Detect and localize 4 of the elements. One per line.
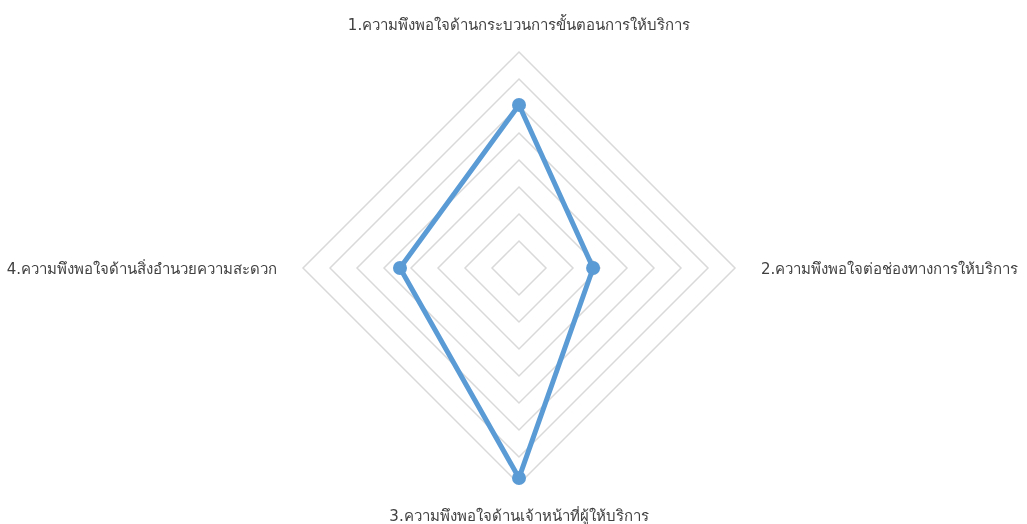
spoke-label: 2.ความพึงพอใจต่อช่องทางการให้บริการ (761, 260, 1019, 278)
spoke-label: 1.ความพึงพอใจด้านกระบวนการขั้นตอนการให้บริการ (347, 14, 691, 34)
spoke-label: 4.ความพึงพอใจด้านสิ่งอำนวยความสะดวก (6, 258, 277, 278)
spoke-label: 3.ความพึงพอใจด้านเจ้าหน้าที่ผู้ให้บริการ (389, 505, 649, 524)
